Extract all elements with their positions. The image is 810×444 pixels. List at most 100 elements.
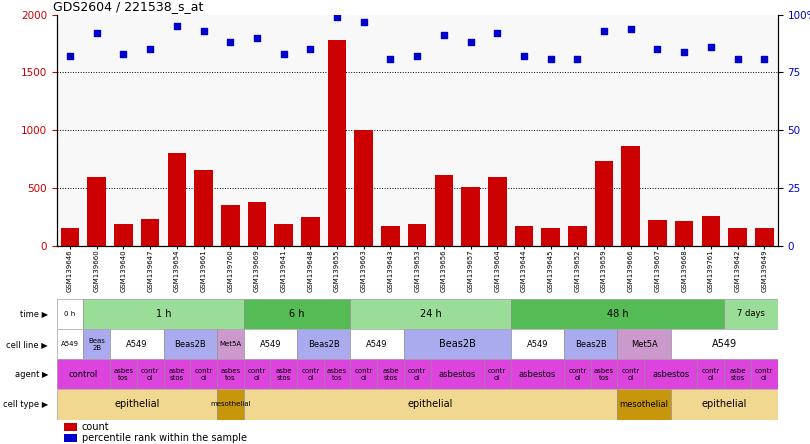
Text: 24 h: 24 h — [420, 309, 441, 319]
Point — [170, 23, 183, 30]
Text: asbe
stos: asbe stos — [729, 368, 746, 381]
Text: control: control — [69, 370, 98, 379]
Bar — [110, 359, 137, 389]
Bar — [675, 221, 693, 246]
Bar — [377, 359, 404, 389]
Point — [63, 53, 76, 60]
Text: 0 h: 0 h — [65, 311, 75, 317]
Text: asbe
stos: asbe stos — [275, 368, 292, 381]
Bar — [324, 359, 351, 389]
Bar — [510, 359, 564, 389]
Text: asbes
tos: asbes tos — [594, 368, 614, 381]
Text: contr
ol: contr ol — [621, 368, 640, 381]
Text: 7 days: 7 days — [737, 309, 765, 318]
Bar — [61, 228, 79, 246]
Bar — [617, 359, 644, 389]
Text: agent ▶: agent ▶ — [15, 370, 48, 379]
Bar — [244, 299, 351, 329]
Text: asbes
tos: asbes tos — [113, 368, 134, 381]
Bar — [110, 329, 164, 359]
Text: A549: A549 — [126, 340, 147, 349]
Text: contr
ol: contr ol — [194, 368, 213, 381]
Text: epithelial: epithelial — [114, 400, 160, 409]
Bar — [564, 359, 590, 389]
Bar — [355, 130, 373, 246]
Bar — [271, 359, 297, 389]
Bar — [461, 186, 480, 246]
Point — [571, 55, 584, 62]
Bar — [648, 220, 667, 246]
Point — [384, 55, 397, 62]
Text: asbestos: asbestos — [518, 370, 556, 379]
Bar — [751, 359, 778, 389]
Point — [250, 34, 263, 41]
Bar — [724, 359, 751, 389]
Point — [277, 50, 290, 57]
Text: contr
ol: contr ol — [248, 368, 266, 381]
Text: asbes
tos: asbes tos — [327, 368, 347, 381]
Bar — [87, 178, 106, 246]
Text: Beas2B: Beas2B — [174, 340, 206, 349]
Text: Beas
2B: Beas 2B — [88, 337, 105, 351]
Text: Beas2B: Beas2B — [575, 340, 607, 349]
Bar — [194, 170, 213, 246]
Text: Beas2B: Beas2B — [308, 340, 339, 349]
Text: asbe
stos: asbe stos — [382, 368, 399, 381]
Text: asbes
tos: asbes tos — [220, 368, 241, 381]
Text: epithelial: epithelial — [701, 400, 747, 409]
Text: time ▶: time ▶ — [20, 309, 48, 318]
Bar — [83, 299, 244, 329]
Bar — [434, 174, 454, 246]
Point — [544, 55, 557, 62]
Bar — [488, 177, 506, 246]
Text: asbe
stos: asbe stos — [168, 368, 185, 381]
Bar — [644, 359, 697, 389]
Text: contr
ol: contr ol — [301, 368, 319, 381]
Bar — [57, 329, 83, 359]
Text: percentile rank within the sample: percentile rank within the sample — [82, 433, 247, 443]
Bar — [404, 329, 510, 359]
Text: 48 h: 48 h — [607, 309, 629, 319]
Point — [464, 39, 477, 46]
Bar — [57, 359, 110, 389]
Text: cell type ▶: cell type ▶ — [2, 400, 48, 409]
Bar — [217, 389, 244, 420]
Bar — [404, 359, 430, 389]
Text: mesothelial: mesothelial — [210, 401, 250, 408]
Point — [491, 30, 504, 37]
Bar — [297, 329, 351, 359]
Bar — [244, 359, 271, 389]
Point — [304, 46, 317, 53]
Point — [705, 44, 718, 51]
Bar — [64, 434, 77, 441]
Point — [518, 53, 531, 60]
Point — [625, 25, 637, 32]
Text: contr
ol: contr ol — [755, 368, 774, 381]
Text: asbestos: asbestos — [652, 370, 689, 379]
Text: contr
ol: contr ol — [408, 368, 426, 381]
Point — [651, 46, 664, 53]
Bar — [275, 224, 293, 246]
Bar — [621, 146, 640, 246]
Text: contr
ol: contr ol — [488, 368, 506, 381]
Bar — [430, 359, 484, 389]
Bar — [164, 359, 190, 389]
Text: contr
ol: contr ol — [141, 368, 160, 381]
Bar — [57, 389, 217, 420]
Bar — [590, 359, 617, 389]
Point — [357, 18, 370, 25]
Bar — [407, 224, 427, 246]
Text: mesothelial: mesothelial — [620, 400, 668, 409]
Bar — [244, 329, 297, 359]
Point — [224, 39, 237, 46]
Text: 6 h: 6 h — [289, 309, 305, 319]
Bar — [541, 228, 560, 246]
Bar — [248, 202, 266, 246]
Bar — [141, 219, 160, 246]
Bar — [351, 329, 404, 359]
Bar — [724, 299, 778, 329]
Bar — [114, 224, 133, 246]
Text: asbestos: asbestos — [438, 370, 475, 379]
Bar — [297, 359, 324, 389]
Bar — [244, 389, 617, 420]
